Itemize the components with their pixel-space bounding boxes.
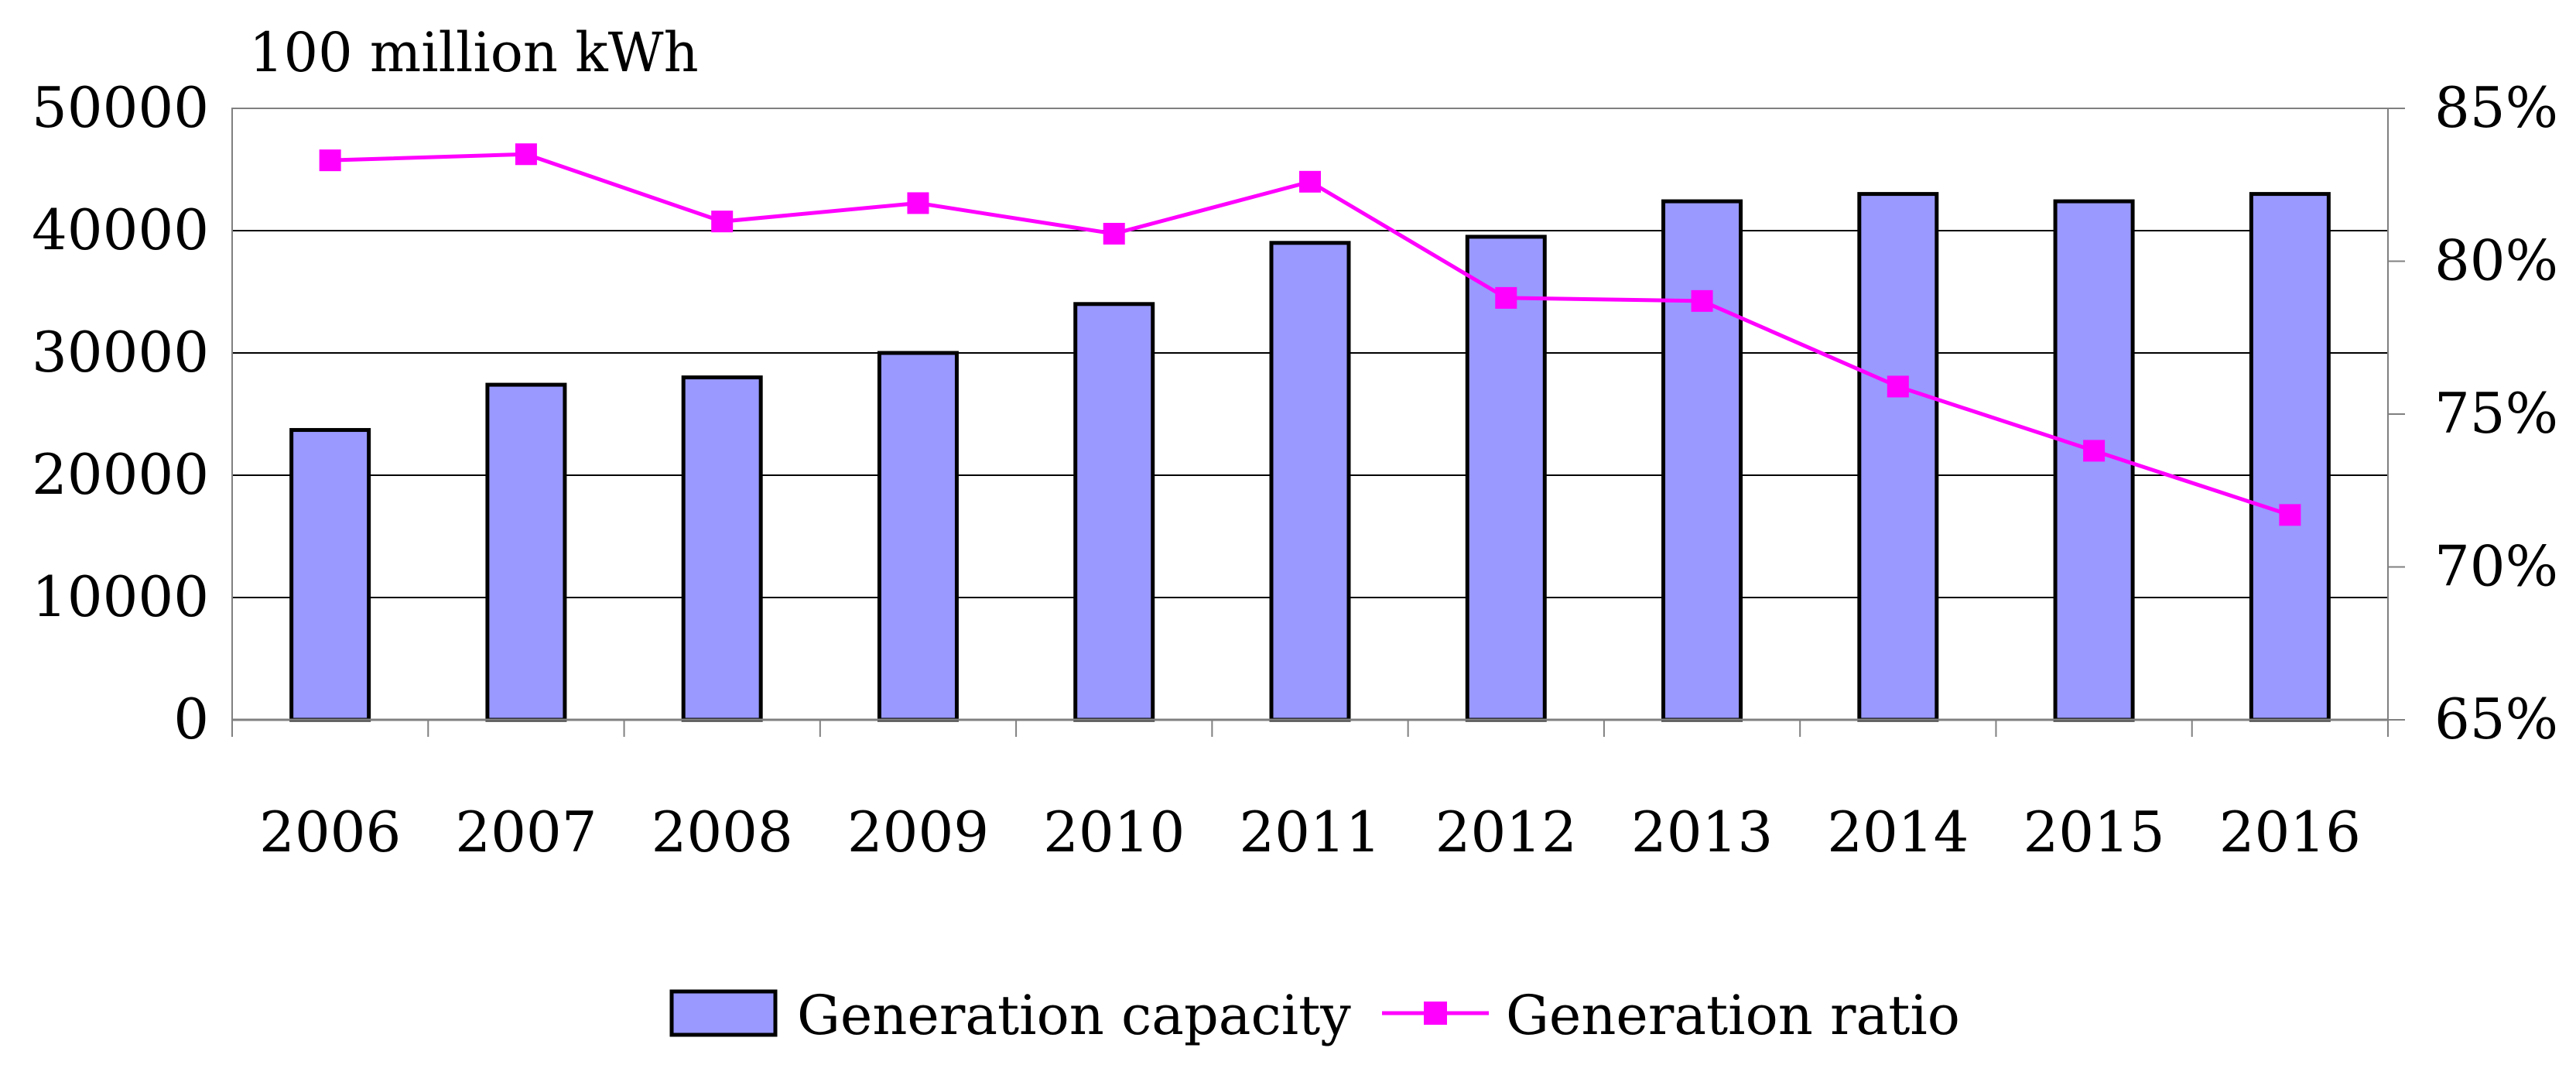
left-axis-tick-label: 30000 <box>32 320 209 385</box>
ratio-point-2010 <box>1103 222 1125 245</box>
bar-2016 <box>2249 192 2331 722</box>
x-axis-tick-label: 2013 <box>1631 800 1773 865</box>
left-axis-tick-label: 20000 <box>32 442 209 507</box>
bar-series-generation-capacity <box>289 192 2331 722</box>
right-axis-tick-label: 75% <box>2434 381 2558 446</box>
legend-label-generation-capacity: Generation capacity <box>797 984 1351 1047</box>
legend-swatch-generation-capacity <box>669 989 778 1037</box>
ratio-point-2007 <box>515 143 537 166</box>
legend-marker-generation-ratio <box>1424 1002 1447 1025</box>
line-series-generation-ratio <box>319 143 2301 526</box>
x-axis-tick-labels: 2006 2007 2008 2009 2010 2011 2012 2013 2014 2015… <box>259 800 2361 865</box>
ratio-point-2015 <box>2083 440 2106 462</box>
bar-2013 <box>1661 199 1743 722</box>
bar-2007 <box>485 382 567 722</box>
x-axis-tick-label: 2008 <box>652 800 793 865</box>
x-axis-tick-label: 2006 <box>259 800 401 865</box>
bar-2010 <box>1073 302 1155 722</box>
legend-label-generation-ratio: Generation ratio <box>1506 984 1960 1047</box>
ratio-point-2008 <box>711 211 734 233</box>
right-axis-tick-labels: 65% 70% 75% 80% 85% <box>2434 75 2558 752</box>
ratio-point-2011 <box>1299 170 1321 193</box>
left-axis-tick-label: 40000 <box>32 197 209 262</box>
x-axis-tick-label: 2012 <box>1435 800 1577 865</box>
x-axis-tick-label: 2009 <box>847 800 989 865</box>
x-axis-tick-label: 2007 <box>455 800 597 865</box>
ratio-point-2006 <box>319 149 341 172</box>
x-axis-tick-label: 2010 <box>1043 800 1185 865</box>
right-axis-tick-label: 65% <box>2434 687 2558 752</box>
x-axis-tick-label: 2016 <box>2219 800 2361 865</box>
x-axis-tick-label: 2011 <box>1239 800 1380 865</box>
left-axis-unit-label: 100 million kWh <box>249 21 699 84</box>
bar-2008 <box>681 375 763 722</box>
bar-2006 <box>289 428 371 722</box>
axes <box>231 108 2405 737</box>
bar-2012 <box>1465 235 1547 722</box>
bar-2011 <box>1269 241 1351 722</box>
right-axis-tick-label: 70% <box>2434 534 2558 599</box>
bar-2014 <box>1857 192 1939 722</box>
left-axis-tick-labels: 0 10000 20000 30000 40000 50000 <box>32 75 209 752</box>
bar-2009 <box>877 351 959 722</box>
ratio-point-2009 <box>907 192 929 214</box>
ratio-point-2016 <box>2279 504 2301 526</box>
x-axis-tick-label: 2015 <box>2023 800 2164 865</box>
left-axis-tick-label: 10000 <box>32 564 209 629</box>
left-axis-tick-label: 0 <box>173 687 209 752</box>
ratio-point-2012 <box>1495 286 1517 309</box>
ratio-point-2013 <box>1691 289 1713 312</box>
legend: Generation capacity Generation ratio <box>669 984 1960 1047</box>
ratio-point-2014 <box>1887 375 1909 398</box>
right-axis-tick-label: 85% <box>2434 75 2558 140</box>
right-axis-tick-label: 80% <box>2434 228 2558 293</box>
x-axis-tick-label: 2014 <box>1827 800 1969 865</box>
left-axis-tick-label: 50000 <box>32 75 209 140</box>
